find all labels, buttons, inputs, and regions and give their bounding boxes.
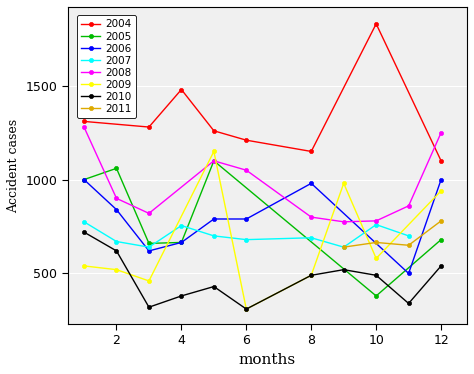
2005 [81,177,87,182]
2005 [146,241,152,246]
2009 [309,273,314,278]
2011 [438,219,444,223]
2004 [179,87,184,92]
Line: 2011: 2011 [342,219,443,249]
2009 [244,307,249,311]
Line: 2006: 2006 [82,178,443,276]
2010 [406,301,411,306]
2007 [374,223,379,227]
2010 [211,284,217,289]
2006 [211,217,217,221]
2010 [81,230,87,234]
2008 [374,219,379,223]
2004 [438,159,444,163]
Y-axis label: Accident cases: Accident cases [7,119,20,212]
2007 [146,245,152,249]
2009 [341,181,346,186]
Line: 2005: 2005 [82,159,443,298]
2006 [146,249,152,253]
2009 [146,279,152,283]
2011 [406,243,411,248]
2009 [114,267,119,272]
2010 [179,294,184,298]
Line: 2009: 2009 [82,149,443,311]
2004 [244,138,249,142]
2004 [81,119,87,124]
2009 [374,256,379,261]
2006 [114,207,119,212]
2007 [244,237,249,242]
2006 [179,240,184,245]
2007 [309,236,314,240]
2004 [309,149,314,154]
2009 [438,188,444,193]
2006 [309,181,314,186]
2006 [438,177,444,182]
2010 [341,267,346,272]
2007 [341,245,346,249]
2010 [438,264,444,268]
2006 [406,271,411,276]
2008 [438,131,444,135]
2010 [309,273,314,278]
2008 [406,203,411,208]
2011 [374,240,379,245]
2009 [211,149,217,154]
2010 [374,273,379,278]
Line: 2008: 2008 [82,125,443,224]
2007 [81,220,87,224]
2005 [211,159,217,163]
2010 [244,307,249,311]
2007 [406,234,411,238]
2005 [374,294,379,298]
2011 [341,245,346,249]
2004 [146,125,152,129]
2010 [146,305,152,309]
2004 [374,22,379,26]
Line: 2007: 2007 [82,220,410,249]
2009 [81,264,87,268]
2008 [309,215,314,220]
2004 [211,129,217,133]
2010 [114,249,119,253]
Line: 2010: 2010 [82,230,443,311]
2008 [211,159,217,163]
2008 [81,125,87,129]
2008 [146,211,152,215]
2007 [114,239,119,244]
2008 [341,220,346,224]
2007 [211,234,217,238]
2008 [244,168,249,172]
2005 [114,166,119,171]
X-axis label: months: months [239,353,296,367]
2007 [179,223,184,228]
2008 [114,196,119,200]
2005 [179,240,184,245]
Line: 2004: 2004 [82,22,443,163]
2006 [81,177,87,182]
2006 [244,217,249,221]
Legend: 2004, 2005, 2006, 2007, 2008, 2009, 2010, 2011: 2004, 2005, 2006, 2007, 2008, 2009, 2010… [77,15,136,118]
2005 [438,237,444,242]
